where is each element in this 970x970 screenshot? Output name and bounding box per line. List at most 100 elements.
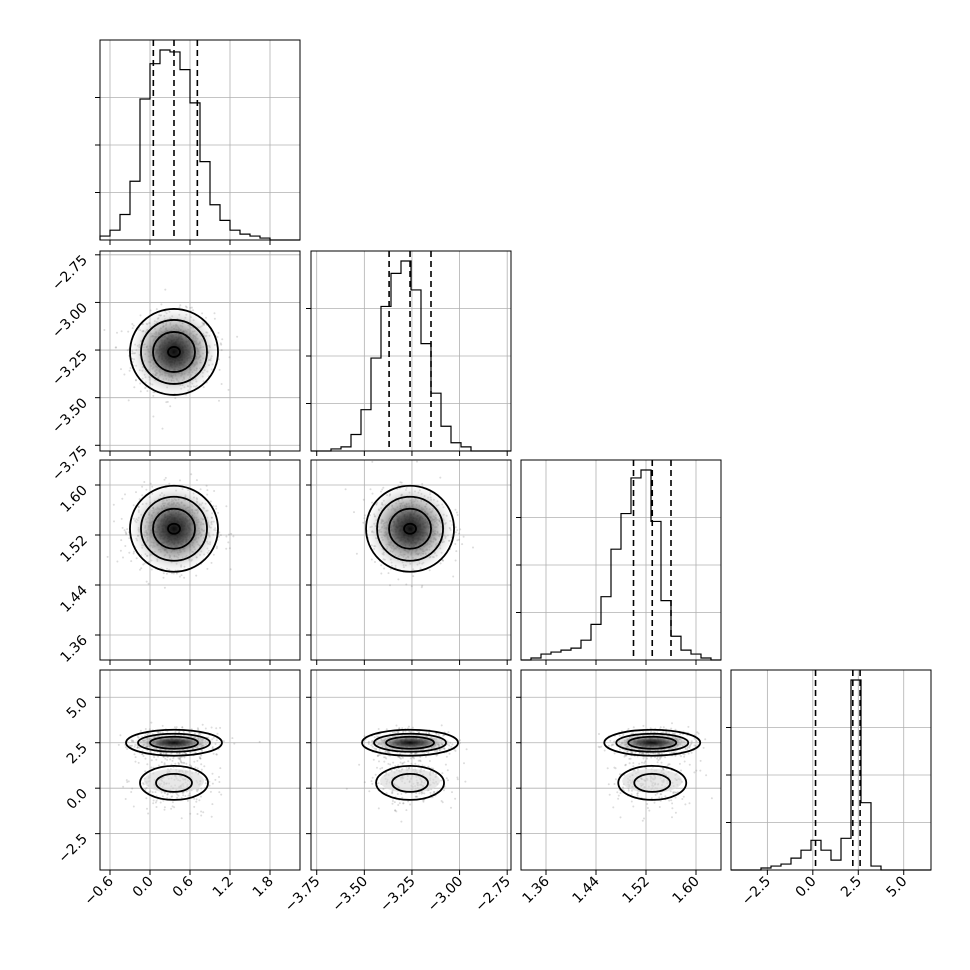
sample-point bbox=[205, 484, 208, 487]
sample-point bbox=[136, 746, 139, 749]
sample-point bbox=[182, 761, 185, 764]
sample-point bbox=[394, 809, 397, 812]
sample-point bbox=[369, 488, 372, 491]
sample-point bbox=[632, 762, 635, 764]
sample-point bbox=[380, 564, 383, 567]
sample-point bbox=[197, 788, 200, 791]
sample-point bbox=[690, 751, 693, 754]
sample-point bbox=[145, 488, 148, 491]
sample-point bbox=[631, 789, 633, 792]
sample-point bbox=[199, 732, 202, 735]
sample-point bbox=[177, 794, 180, 797]
sample-point bbox=[606, 767, 609, 770]
sample-point bbox=[195, 798, 198, 801]
sample-point bbox=[130, 740, 133, 743]
sample-point bbox=[394, 765, 397, 767]
sample-point bbox=[419, 755, 422, 758]
sample-point bbox=[411, 756, 414, 759]
sample-point bbox=[674, 728, 677, 731]
sample-point bbox=[155, 799, 158, 802]
sample-point bbox=[200, 814, 203, 817]
sample-point bbox=[179, 759, 182, 761]
sample-point bbox=[389, 763, 392, 766]
sample-point bbox=[179, 479, 181, 482]
sample-point bbox=[127, 330, 130, 333]
sample-point bbox=[199, 757, 201, 760]
sample-point bbox=[679, 733, 681, 736]
sample-point bbox=[201, 749, 204, 752]
sample-point bbox=[398, 756, 401, 759]
sample-point bbox=[195, 479, 198, 482]
sample-point bbox=[419, 759, 421, 762]
sample-point bbox=[452, 575, 455, 578]
sample-point bbox=[159, 751, 162, 754]
sample-point bbox=[390, 769, 393, 772]
sample-point bbox=[622, 786, 624, 789]
sample-point bbox=[382, 486, 385, 489]
sample-point bbox=[209, 790, 212, 793]
sample-point bbox=[186, 799, 189, 802]
sample-point bbox=[166, 793, 169, 796]
sample-point bbox=[461, 543, 464, 546]
sample-point bbox=[408, 730, 411, 733]
sample-point bbox=[146, 390, 149, 392]
sample-point bbox=[417, 759, 420, 762]
sample-point bbox=[614, 767, 617, 770]
sample-point bbox=[710, 797, 713, 800]
sample-point bbox=[199, 757, 202, 760]
sample-point bbox=[454, 508, 457, 511]
sample-point bbox=[185, 762, 188, 765]
sample-point bbox=[139, 314, 142, 317]
sample-point bbox=[416, 795, 419, 798]
sample-point bbox=[125, 533, 128, 536]
sample-point bbox=[161, 731, 164, 734]
sample-point bbox=[442, 734, 445, 737]
sample-point bbox=[123, 373, 126, 376]
sample-point bbox=[399, 481, 402, 484]
sample-point bbox=[126, 349, 129, 352]
sample-point bbox=[206, 489, 209, 492]
sample-point bbox=[218, 368, 221, 371]
sample-point bbox=[646, 807, 649, 809]
sample-point bbox=[196, 767, 199, 770]
sample-point bbox=[640, 752, 643, 755]
sample-point bbox=[225, 505, 228, 508]
sample-point bbox=[459, 739, 461, 742]
sample-point bbox=[450, 745, 453, 748]
sample-point bbox=[629, 750, 632, 753]
sample-point bbox=[138, 498, 141, 501]
sample-point bbox=[166, 400, 169, 403]
sample-point bbox=[373, 747, 376, 750]
sample-point bbox=[196, 790, 199, 793]
sample-point bbox=[428, 732, 431, 735]
sample-point bbox=[157, 755, 160, 758]
sample-point bbox=[149, 309, 152, 312]
sample-point bbox=[674, 811, 677, 814]
sample-point bbox=[159, 752, 162, 755]
sample-point bbox=[160, 791, 163, 794]
sample-point bbox=[597, 745, 600, 748]
sample-point bbox=[664, 795, 667, 798]
sample-point bbox=[438, 748, 441, 751]
sample-point bbox=[168, 482, 171, 485]
sample-point bbox=[444, 763, 447, 766]
sample-point bbox=[199, 757, 202, 760]
sample-point bbox=[195, 574, 198, 577]
sample-point bbox=[184, 752, 187, 755]
sample-point bbox=[184, 752, 187, 755]
sample-point bbox=[227, 541, 230, 544]
sample-point bbox=[198, 799, 201, 802]
sample-point bbox=[459, 528, 462, 531]
sample-point bbox=[382, 788, 385, 791]
sample-point bbox=[174, 397, 177, 400]
sample-point bbox=[362, 521, 365, 524]
sample-point bbox=[130, 791, 133, 793]
sample-point bbox=[387, 751, 390, 754]
sample-point bbox=[376, 755, 379, 757]
sample-point bbox=[624, 764, 627, 767]
sample-point bbox=[205, 316, 207, 319]
sample-point bbox=[164, 288, 167, 291]
sample-point bbox=[671, 751, 673, 754]
sample-point bbox=[397, 764, 400, 767]
sample-point bbox=[189, 306, 192, 309]
